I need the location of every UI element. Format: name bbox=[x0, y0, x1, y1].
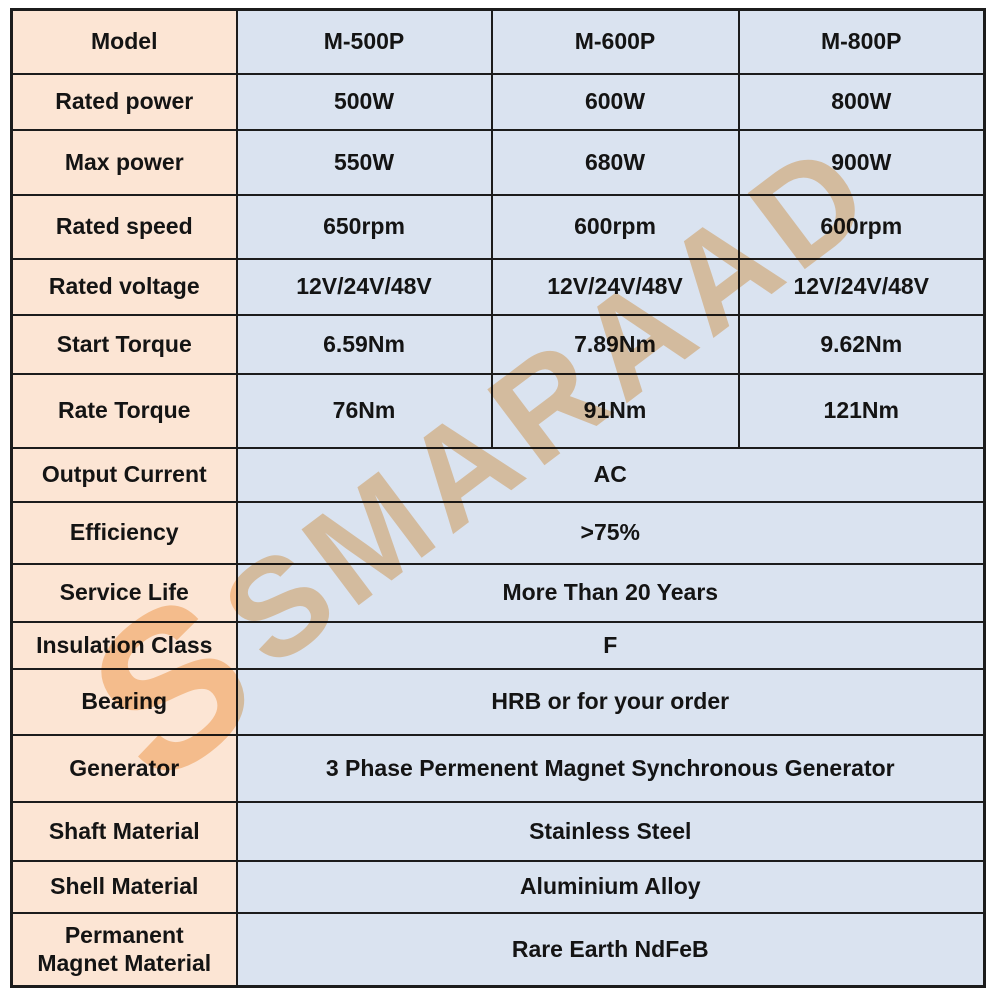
table-row: Efficiency >75% bbox=[10, 500, 986, 565]
permanent-magnet-material-cell: Rare Earth NdFeB bbox=[235, 911, 986, 988]
shell-material-cell: Aluminium Alloy bbox=[235, 859, 986, 914]
row-label-permanent-magnet-material: Permanent Magnet Material bbox=[10, 911, 238, 988]
model-cell-3: M-800P bbox=[737, 8, 986, 75]
max-power-cell-2: 680W bbox=[490, 128, 740, 196]
rate-torque-cell-1: 76Nm bbox=[235, 372, 493, 449]
row-label-shaft-material: Shaft Material bbox=[10, 800, 238, 862]
rated-speed-cell-1: 650rpm bbox=[235, 193, 493, 260]
max-power-cell-3: 900W bbox=[737, 128, 986, 196]
model-cell-2: M-600P bbox=[490, 8, 740, 75]
row-label-generator: Generator bbox=[10, 733, 238, 803]
efficiency-cell: >75% bbox=[235, 500, 986, 565]
rated-power-cell-2: 600W bbox=[490, 72, 740, 131]
rate-torque-cell-2: 91Nm bbox=[490, 372, 740, 449]
table-row: Start Torque 6.59Nm 7.89Nm 9.62Nm bbox=[10, 313, 986, 375]
table-row: Model M-500P M-600P M-800P bbox=[10, 8, 986, 75]
table-row: Rated power 500W 600W 800W bbox=[10, 72, 986, 131]
rated-voltage-cell-3: 12V/24V/48V bbox=[737, 257, 986, 316]
start-torque-cell-3: 9.62Nm bbox=[737, 313, 986, 375]
row-label-rated-voltage: Rated voltage bbox=[10, 257, 238, 316]
table-row: Output Current AC bbox=[10, 446, 986, 503]
rated-speed-cell-3: 600rpm bbox=[737, 193, 986, 260]
insulation-class-cell: F bbox=[235, 620, 986, 670]
row-label-output-current: Output Current bbox=[10, 446, 238, 503]
row-label-service-life: Service Life bbox=[10, 562, 238, 623]
table-row: Max power 550W 680W 900W bbox=[10, 128, 986, 196]
permanent-magnet-label-text: Permanent Magnet Material bbox=[37, 921, 212, 977]
table-row: Rated voltage 12V/24V/48V 12V/24V/48V 12… bbox=[10, 257, 986, 316]
table-row: Shell Material Aluminium Alloy bbox=[10, 859, 986, 914]
rated-speed-cell-2: 600rpm bbox=[490, 193, 740, 260]
service-life-cell: More Than 20 Years bbox=[235, 562, 986, 623]
table-row: Rated speed 650rpm 600rpm 600rpm bbox=[10, 193, 986, 260]
row-label-start-torque: Start Torque bbox=[10, 313, 238, 375]
rated-voltage-cell-2: 12V/24V/48V bbox=[490, 257, 740, 316]
start-torque-cell-2: 7.89Nm bbox=[490, 313, 740, 375]
max-power-cell-1: 550W bbox=[235, 128, 493, 196]
bearing-cell: HRB or for your order bbox=[235, 667, 986, 736]
table-row: Rate Torque 76Nm 91Nm 121Nm bbox=[10, 372, 986, 449]
generator-cell: 3 Phase Permenent Magnet Synchronous Gen… bbox=[235, 733, 986, 803]
row-label-model: Model bbox=[10, 8, 238, 75]
row-label-bearing: Bearing bbox=[10, 667, 238, 736]
table-row: Service Life More Than 20 Years bbox=[10, 562, 986, 623]
row-label-shell-material: Shell Material bbox=[10, 859, 238, 914]
table-row: Insulation Class F bbox=[10, 620, 986, 670]
row-label-efficiency: Efficiency bbox=[10, 500, 238, 565]
rated-power-cell-3: 800W bbox=[737, 72, 986, 131]
table-row: Permanent Magnet Material Rare Earth NdF… bbox=[10, 911, 986, 988]
rate-torque-cell-3: 121Nm bbox=[737, 372, 986, 449]
table-row: Shaft Material Stainless Steel bbox=[10, 800, 986, 862]
rated-voltage-cell-1: 12V/24V/48V bbox=[235, 257, 493, 316]
row-label-rated-speed: Rated speed bbox=[10, 193, 238, 260]
row-label-max-power: Max power bbox=[10, 128, 238, 196]
table-row: Bearing HRB or for your order bbox=[10, 667, 986, 736]
row-label-rate-torque: Rate Torque bbox=[10, 372, 238, 449]
output-current-cell: AC bbox=[235, 446, 986, 503]
row-label-rated-power: Rated power bbox=[10, 72, 238, 131]
rated-power-cell-1: 500W bbox=[235, 72, 493, 131]
start-torque-cell-1: 6.59Nm bbox=[235, 313, 493, 375]
shaft-material-cell: Stainless Steel bbox=[235, 800, 986, 862]
row-label-insulation-class: Insulation Class bbox=[10, 620, 238, 670]
table-row: Generator 3 Phase Permenent Magnet Synch… bbox=[10, 733, 986, 803]
spec-table: Model M-500P M-600P M-800P Rated power 5… bbox=[10, 8, 986, 988]
model-cell-1: M-500P bbox=[235, 8, 493, 75]
